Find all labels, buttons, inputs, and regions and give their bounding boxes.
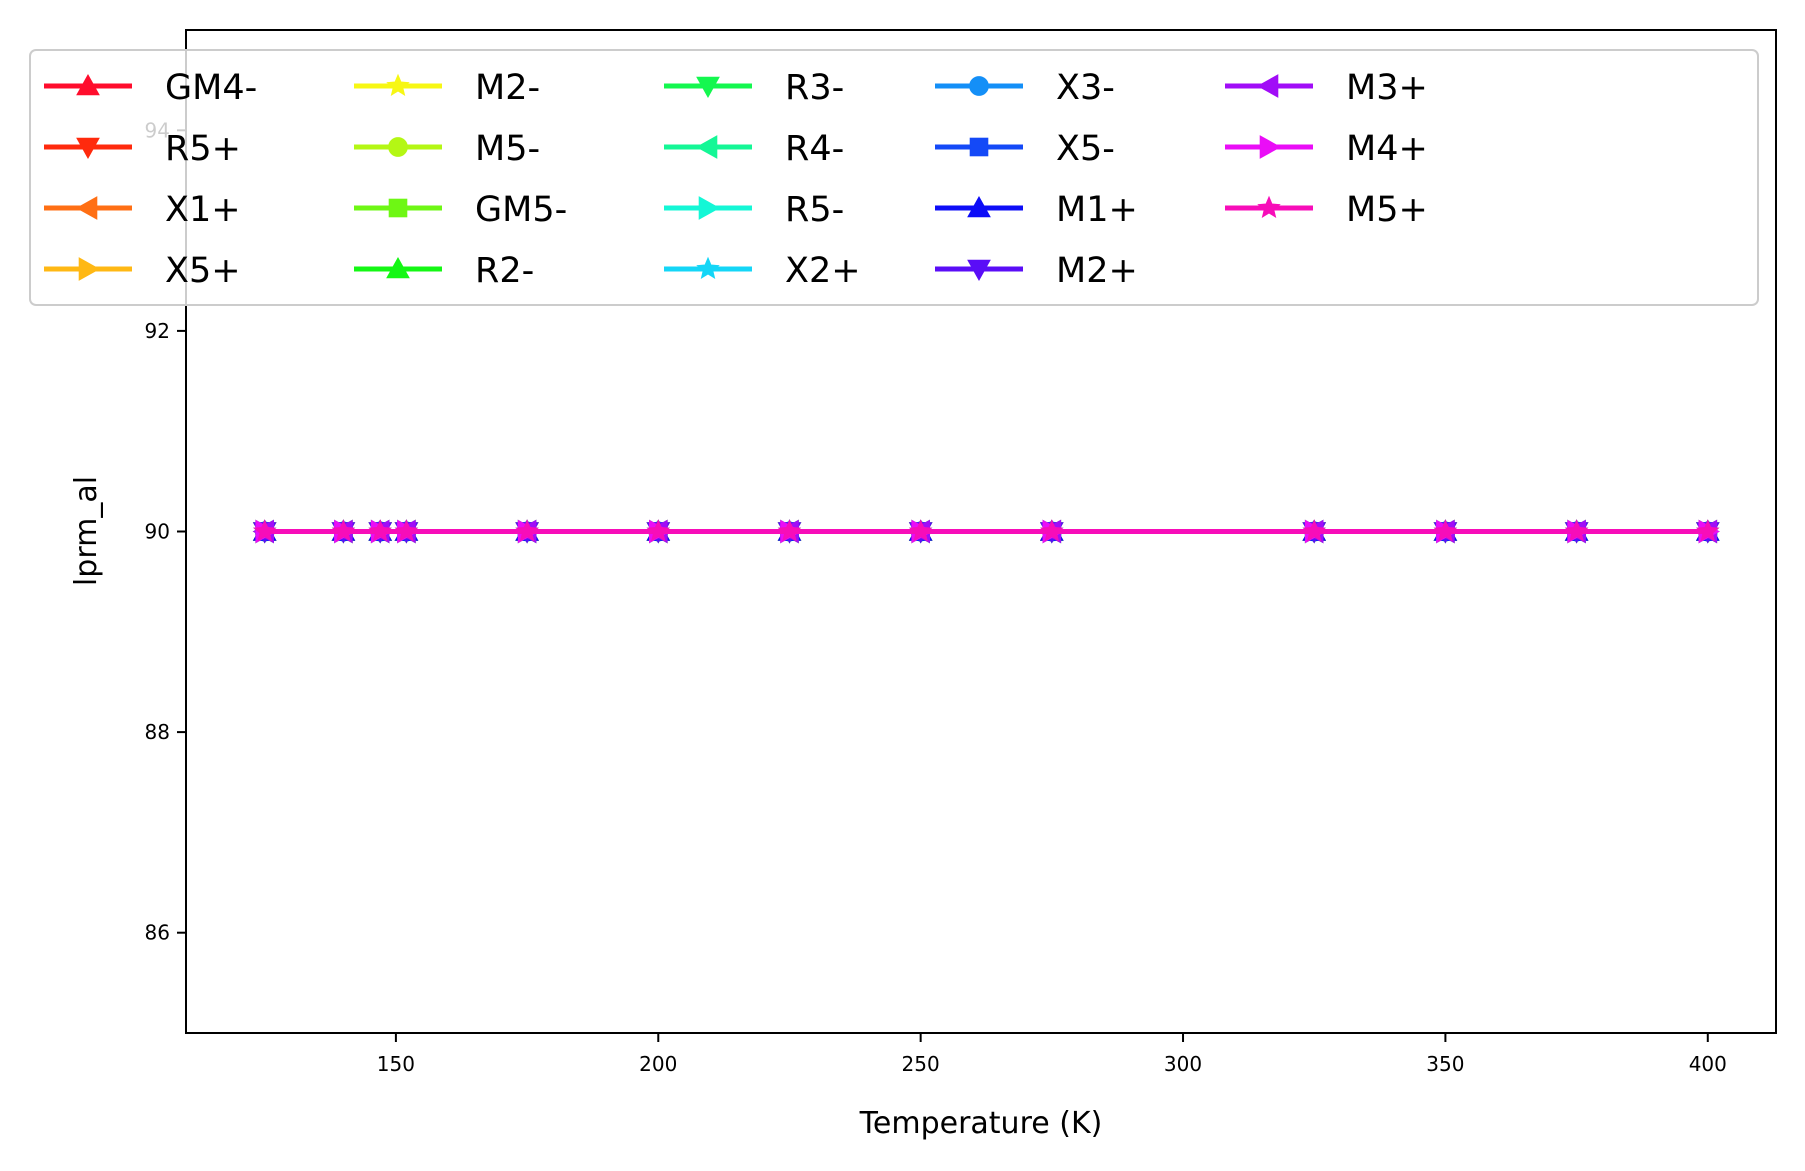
legend-marker bbox=[696, 76, 720, 99]
data-point bbox=[1433, 519, 1458, 542]
legend-item: X1+ bbox=[44, 190, 241, 230]
legend-item: GM4- bbox=[44, 68, 257, 108]
legend-marker bbox=[698, 196, 721, 220]
legend-marker bbox=[695, 135, 718, 159]
legend-marker bbox=[967, 259, 991, 282]
data-point bbox=[253, 519, 277, 542]
legend-item: M3+ bbox=[1225, 68, 1428, 108]
legend-item: X5+ bbox=[44, 251, 241, 291]
legend-label: X2+ bbox=[785, 251, 861, 291]
legend-label: M2+ bbox=[1056, 251, 1138, 291]
x-tick-label: 400 bbox=[1689, 1052, 1727, 1076]
legend-label: R2- bbox=[475, 251, 534, 291]
legend-label: X5- bbox=[1056, 129, 1115, 169]
legend-marker bbox=[78, 257, 101, 281]
data-point bbox=[777, 519, 802, 542]
legend-marker bbox=[76, 73, 100, 96]
legend-item: M2- bbox=[354, 68, 540, 108]
legend-label: X3- bbox=[1056, 68, 1115, 108]
legend-frame bbox=[29, 49, 1759, 306]
x-tick-label: 300 bbox=[1164, 1052, 1202, 1076]
legend-label: GM5- bbox=[475, 190, 567, 230]
legend-marker bbox=[1257, 195, 1281, 218]
legend-item: X5- bbox=[935, 129, 1115, 169]
x-tick-label: 150 bbox=[377, 1052, 415, 1076]
legend-label: GM4- bbox=[165, 68, 257, 108]
x-tick-label: 350 bbox=[1426, 1052, 1464, 1076]
legend-marker bbox=[1259, 135, 1282, 159]
data-point bbox=[368, 519, 392, 542]
series-M5+ bbox=[253, 519, 1720, 542]
y-tick-label: 90 bbox=[145, 520, 170, 544]
legend-item: M2+ bbox=[935, 251, 1138, 291]
legend-item: R5+ bbox=[44, 129, 241, 169]
legend-label: R5+ bbox=[165, 129, 241, 169]
legend-marker bbox=[386, 256, 410, 279]
data-point bbox=[1696, 519, 1720, 542]
legend-items: GM4- R5+ X1+ X5+ M2- M5- GM5- R2- R3- R4- R5- X2+ X3… bbox=[44, 68, 1428, 291]
legend-marker bbox=[388, 137, 408, 157]
data-point bbox=[1564, 519, 1589, 542]
legend-item: M4+ bbox=[1225, 129, 1428, 169]
legend-item: M5- bbox=[354, 129, 540, 169]
legend-marker bbox=[388, 198, 408, 218]
x-tick-label: 250 bbox=[902, 1052, 940, 1076]
legend-item: R5- bbox=[664, 190, 844, 230]
legend-label: R4- bbox=[785, 129, 844, 169]
legend-label: M3+ bbox=[1346, 68, 1428, 108]
y-axis-label: lprm_al bbox=[69, 476, 104, 586]
legend-marker bbox=[76, 137, 100, 160]
legend-marker bbox=[386, 73, 410, 96]
legend-marker bbox=[75, 196, 98, 220]
legend-marker bbox=[969, 76, 989, 96]
legend-label: M2- bbox=[475, 68, 540, 108]
legend-label: X5+ bbox=[165, 251, 241, 291]
legend-label: M5+ bbox=[1346, 190, 1428, 230]
legend-marker bbox=[967, 195, 991, 218]
legend-label: M5- bbox=[475, 129, 540, 169]
legend-label: X1+ bbox=[165, 190, 241, 230]
legend-label: M1+ bbox=[1056, 190, 1138, 230]
y-tick-label: 86 bbox=[145, 921, 170, 945]
legend-marker bbox=[1256, 74, 1279, 98]
legend-item: M1+ bbox=[935, 190, 1138, 230]
legend-item: R2- bbox=[354, 251, 534, 291]
legend-item: X2+ bbox=[664, 251, 861, 291]
legend-label: M4+ bbox=[1346, 129, 1428, 169]
legend: GM4- R5+ X1+ X5+ M2- M5- GM5- R2- R3- R4- R5- X2+ X3… bbox=[29, 49, 1759, 306]
data-point bbox=[646, 519, 670, 542]
legend-item: M5+ bbox=[1225, 190, 1428, 230]
legend-item: R3- bbox=[664, 68, 844, 108]
legend-label: R5- bbox=[785, 190, 844, 230]
data-point bbox=[1302, 519, 1326, 542]
x-axis-ticks: 150 200 250 300 350 400 bbox=[377, 1033, 1727, 1076]
data-point bbox=[515, 519, 539, 542]
data-point bbox=[1040, 519, 1064, 542]
y-tick-label: 88 bbox=[145, 720, 170, 744]
data-point bbox=[394, 519, 419, 542]
legend-item: R4- bbox=[664, 129, 844, 169]
legend-label: R3- bbox=[785, 68, 844, 108]
x-axis-label: Temperature (K) bbox=[859, 1106, 1103, 1141]
series-layer bbox=[252, 519, 1720, 544]
legend-marker bbox=[969, 137, 989, 157]
legend-item: X3- bbox=[935, 68, 1115, 108]
y-tick-label: 92 bbox=[145, 319, 170, 343]
data-point bbox=[908, 519, 933, 542]
legend-item: GM5- bbox=[354, 190, 567, 230]
x-tick-label: 200 bbox=[639, 1052, 677, 1076]
data-point bbox=[331, 519, 356, 542]
legend-marker bbox=[696, 256, 720, 279]
